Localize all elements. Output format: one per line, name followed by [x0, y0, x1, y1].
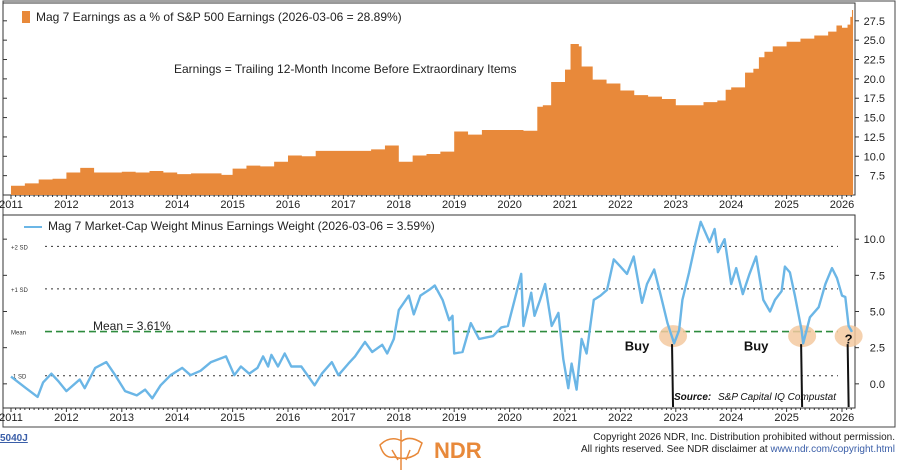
x-tick-label: 2019 — [442, 199, 466, 211]
x-tick-label: 2018 — [387, 199, 411, 211]
legend-label: Mag 7 Earnings as a % of S&P 500 Earning… — [36, 10, 402, 24]
x-tick-label: 2020 — [497, 412, 521, 424]
spread-line — [10, 220, 854, 400]
reference-line-label: +1 SD — [11, 288, 29, 294]
x-tick-label: 2016 — [276, 199, 300, 211]
y-tick-label: 7.5 — [870, 270, 885, 282]
chart-id-link[interactable]: 5040J — [0, 433, 28, 444]
x-tick-label: 2015 — [220, 199, 244, 211]
copyright-line-1: Copyright 2026 NDR, Inc. Distribution pr… — [593, 432, 895, 443]
source-text: S&P Capital IQ Compustat — [718, 392, 837, 403]
x-tick-label: 2017 — [331, 412, 355, 424]
highlight-pointer-line — [846, 344, 850, 408]
ndr-logo: NDR — [379, 430, 482, 470]
copyright-link[interactable]: www.ndr.com/copyright.html — [770, 444, 896, 455]
ndr-logo-text: NDR — [434, 438, 482, 463]
reference-line-label: Mean — [11, 331, 26, 337]
x-tick-label: 2025 — [774, 199, 798, 211]
copyright-line-2: All rights reserved. See NDR disclaimer … — [581, 444, 895, 455]
y-tick-label: 20.0 — [864, 74, 885, 86]
annotation-question: ? — [845, 331, 853, 346]
highlight-circle — [834, 325, 863, 348]
x-tick-label: 2024 — [719, 199, 743, 211]
x-tick-label: 2017 — [331, 199, 355, 211]
source-label: Source: — [674, 392, 711, 403]
x-tick-label: 2011 — [0, 199, 23, 211]
x-tick-label: 2026 — [830, 199, 854, 211]
x-tick-label: 2013 — [110, 412, 134, 424]
x-tick-label: 2019 — [442, 412, 466, 424]
x-tick-label: 2021 — [553, 412, 577, 424]
plot-frame — [2, 214, 856, 409]
y-tick-label: 0.0 — [870, 379, 885, 391]
x-tick-label: 2014 — [165, 199, 189, 211]
x-tick-label: 2022 — [608, 199, 632, 211]
reference-line-label: -1 SD — [11, 375, 27, 381]
x-tick-label: 2024 — [719, 412, 743, 424]
y-tick-label: 22.5 — [864, 55, 885, 67]
legend-label: Mag 7 Market-Cap Weight Minus Earnings W… — [48, 219, 435, 233]
x-tick-label: 2022 — [608, 412, 632, 424]
highlight-pointer-line — [671, 344, 675, 408]
x-tick-label: 2015 — [220, 412, 244, 424]
x-tick-label: 2026 — [830, 412, 854, 424]
x-tick-label: 2018 — [387, 412, 411, 424]
y-tick-label: 10.0 — [864, 151, 885, 163]
legend-swatch — [22, 11, 30, 23]
y-tick-label: 15.0 — [864, 113, 885, 125]
outer-frame — [2, 0, 896, 428]
x-tick-label: 2016 — [276, 412, 300, 424]
x-tick-label: 2012 — [54, 412, 78, 424]
x-tick-label: 2012 — [54, 199, 78, 211]
x-tick-label: 2013 — [110, 199, 134, 211]
annotation-buy: Buy — [625, 339, 650, 354]
y-tick-label: 10.0 — [864, 234, 885, 246]
y-tick-label: 27.5 — [864, 16, 885, 28]
y-tick-label: 5.0 — [870, 307, 885, 319]
y-tick-label: 2.5 — [870, 343, 885, 355]
annotation-buy: Buy — [744, 339, 769, 354]
x-tick-label: 2011 — [0, 412, 23, 424]
annotation-text: Earnings = Trailing 12-Month Income Befo… — [174, 62, 517, 76]
x-tick-label: 2014 — [165, 412, 189, 424]
reference-line-label: +2 SD — [11, 245, 29, 251]
earnings-share-area — [11, 10, 854, 195]
mean-label: Mean = 3.61% — [93, 319, 171, 333]
highlight-pointer-line — [800, 344, 804, 408]
y-tick-label: 7.5 — [870, 171, 885, 183]
x-tick-label: 2020 — [497, 199, 521, 211]
bull-bear-icon — [379, 430, 423, 470]
y-tick-label: 12.5 — [864, 132, 885, 144]
x-tick-label: 2025 — [774, 412, 798, 424]
x-tick-label: 2023 — [664, 412, 688, 424]
y-tick-label: 17.5 — [864, 93, 885, 105]
x-tick-label: 2023 — [664, 199, 688, 211]
x-tick-label: 2021 — [553, 199, 577, 211]
y-tick-label: 25.0 — [864, 35, 885, 47]
